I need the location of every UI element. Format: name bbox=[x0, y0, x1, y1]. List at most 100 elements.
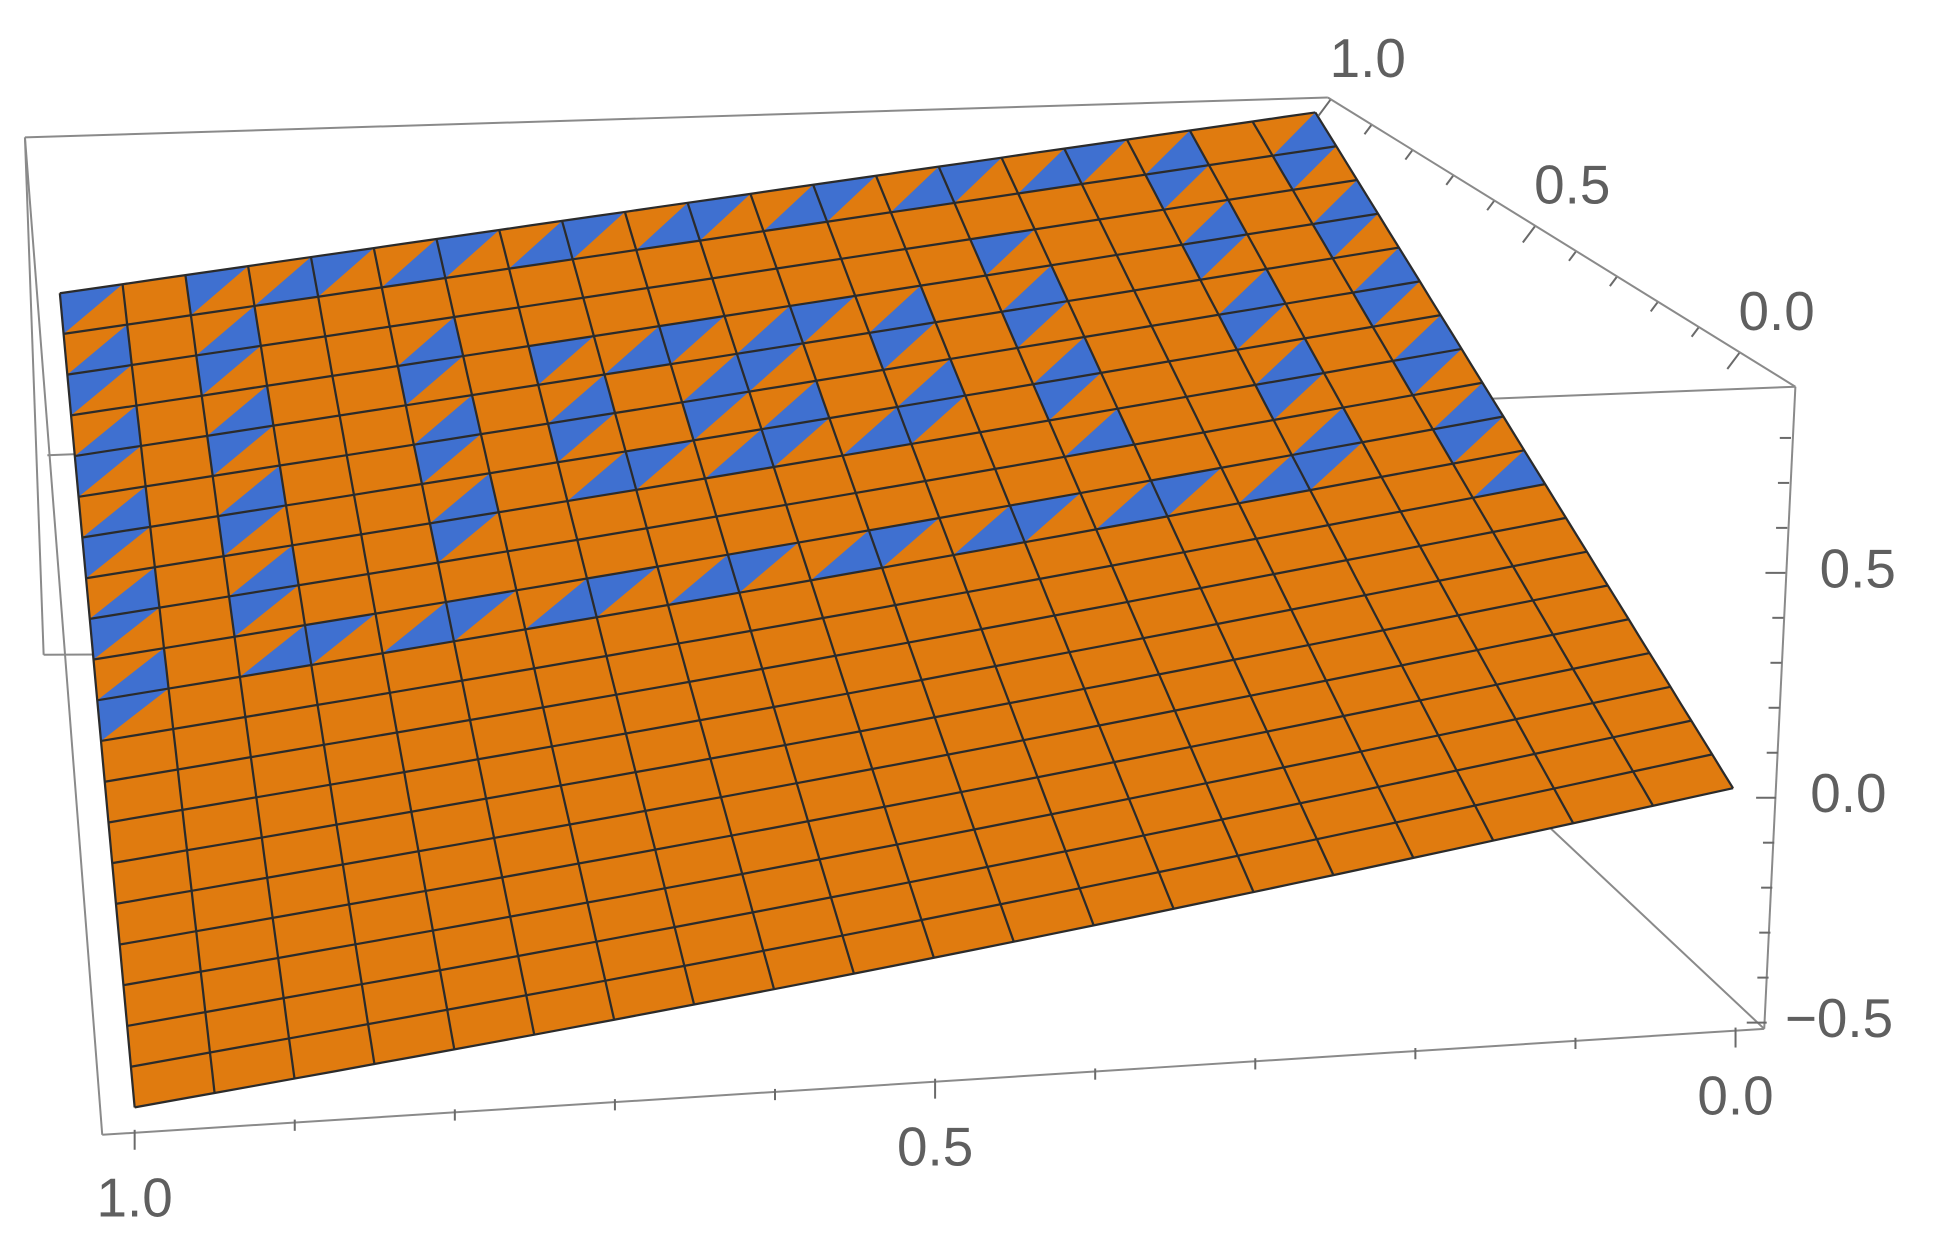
surface-pattern bbox=[736, 343, 804, 392]
minor-tick-mark bbox=[1690, 327, 1700, 338]
surface-pattern bbox=[382, 602, 454, 654]
surface-pattern bbox=[938, 157, 1002, 203]
surface-pattern bbox=[1145, 165, 1210, 210]
surface-pattern bbox=[897, 358, 966, 407]
surface-pattern bbox=[1033, 336, 1102, 385]
surface-pattern bbox=[869, 285, 936, 333]
mesh-line bbox=[1188, 129, 1575, 824]
surface-pattern bbox=[1150, 467, 1222, 517]
surface-pattern bbox=[586, 566, 658, 618]
surface-pattern bbox=[1312, 213, 1379, 259]
surface-pattern bbox=[1352, 281, 1420, 327]
surface-pattern bbox=[970, 229, 1035, 276]
z-tick-label: −0.5 bbox=[1785, 987, 1893, 1049]
surface-pattern bbox=[1312, 180, 1379, 225]
surface-pattern bbox=[562, 211, 625, 260]
surface-pattern bbox=[509, 220, 573, 269]
surface-pattern bbox=[74, 445, 142, 497]
surface-pattern bbox=[82, 526, 151, 579]
mesh-line bbox=[97, 449, 1525, 702]
box-edge bbox=[23, 137, 104, 1135]
mesh-line bbox=[70, 212, 1379, 417]
axes: 0.00.51.00.00.51.0−0.50.00.5 bbox=[97, 27, 1896, 1229]
surface-pattern bbox=[429, 512, 499, 563]
surface-pattern bbox=[636, 202, 700, 250]
minor-tick-mark bbox=[1363, 124, 1373, 135]
surface-pattern bbox=[1392, 315, 1462, 361]
surface-pattern bbox=[1255, 338, 1324, 385]
mesh-line bbox=[749, 193, 1015, 943]
z-tick-label: 0.5 bbox=[1820, 537, 1896, 599]
mesh-line bbox=[812, 184, 1095, 926]
tick-mark bbox=[1317, 99, 1332, 117]
box-edge bbox=[24, 96, 1328, 139]
surface-pattern bbox=[705, 429, 774, 479]
surface-pattern bbox=[397, 356, 464, 406]
surface-pattern bbox=[1064, 139, 1127, 184]
tick-mark bbox=[1726, 352, 1741, 370]
x-tick-label: 0.5 bbox=[897, 1115, 973, 1177]
surface-pattern bbox=[89, 607, 160, 660]
surface-pattern bbox=[445, 590, 517, 642]
surface-pattern bbox=[1291, 407, 1363, 456]
surface-pattern bbox=[842, 406, 912, 456]
surface-pattern bbox=[67, 324, 132, 375]
surface-pattern bbox=[668, 554, 740, 606]
surface-pattern bbox=[682, 353, 750, 403]
surface-pattern bbox=[567, 451, 637, 502]
z-tick-label: 0.0 bbox=[1810, 762, 1886, 824]
minor-tick-mark bbox=[1404, 149, 1413, 161]
surface-pattern bbox=[1272, 112, 1337, 156]
surface-pattern bbox=[953, 505, 1025, 556]
surface-pattern bbox=[736, 305, 804, 354]
mesh-line bbox=[1251, 120, 1655, 807]
surface-pattern bbox=[1352, 247, 1420, 293]
surface-pattern bbox=[185, 266, 249, 316]
box-edge bbox=[23, 137, 45, 655]
surface-pattern bbox=[547, 413, 616, 463]
mesh-line bbox=[1314, 111, 1734, 789]
box-edge bbox=[1327, 96, 1796, 388]
surface-pattern bbox=[207, 385, 274, 436]
surface-pattern bbox=[59, 284, 123, 334]
surface-pattern bbox=[547, 374, 616, 424]
surface-pattern bbox=[1392, 348, 1462, 396]
surface-pattern bbox=[890, 166, 955, 213]
surface-pattern bbox=[196, 345, 261, 396]
mesh-line bbox=[1063, 148, 1415, 859]
surface-pattern bbox=[381, 238, 446, 288]
surface-pattern bbox=[1145, 130, 1210, 175]
surface-pattern bbox=[1181, 199, 1248, 245]
surface-pattern bbox=[310, 248, 374, 297]
y-tick-label: 0.5 bbox=[1534, 154, 1610, 216]
surface-pattern bbox=[413, 434, 481, 484]
surface-pattern bbox=[763, 184, 828, 232]
tick-mark bbox=[1522, 225, 1536, 244]
surface-pattern bbox=[1001, 265, 1068, 312]
surface-pattern bbox=[1432, 382, 1504, 430]
surface-pattern bbox=[1218, 303, 1286, 350]
surface-pattern bbox=[727, 542, 799, 593]
surface-pattern bbox=[89, 567, 160, 619]
surface-pattern bbox=[207, 425, 274, 476]
surface-pattern bbox=[97, 688, 169, 741]
mesh-line bbox=[937, 166, 1255, 893]
mesh-line bbox=[82, 314, 1441, 539]
surface-pattern bbox=[868, 518, 940, 568]
surface-pattern bbox=[429, 473, 499, 524]
surface-pattern bbox=[810, 530, 883, 581]
x-tick-label: 1.0 bbox=[97, 1167, 173, 1229]
box-edge bbox=[102, 1027, 1765, 1136]
surface-pattern bbox=[239, 625, 312, 677]
surface-pattern bbox=[1096, 480, 1168, 530]
mesh-line bbox=[59, 111, 1316, 295]
surface-pattern bbox=[254, 257, 319, 306]
surface-pattern bbox=[74, 405, 142, 457]
surface-pattern bbox=[304, 613, 376, 666]
mesh-line bbox=[89, 381, 1483, 620]
surface-pattern bbox=[1238, 455, 1311, 504]
surface-pattern bbox=[869, 322, 936, 370]
mesh-line bbox=[67, 178, 1358, 376]
surface-pattern bbox=[1018, 148, 1082, 194]
